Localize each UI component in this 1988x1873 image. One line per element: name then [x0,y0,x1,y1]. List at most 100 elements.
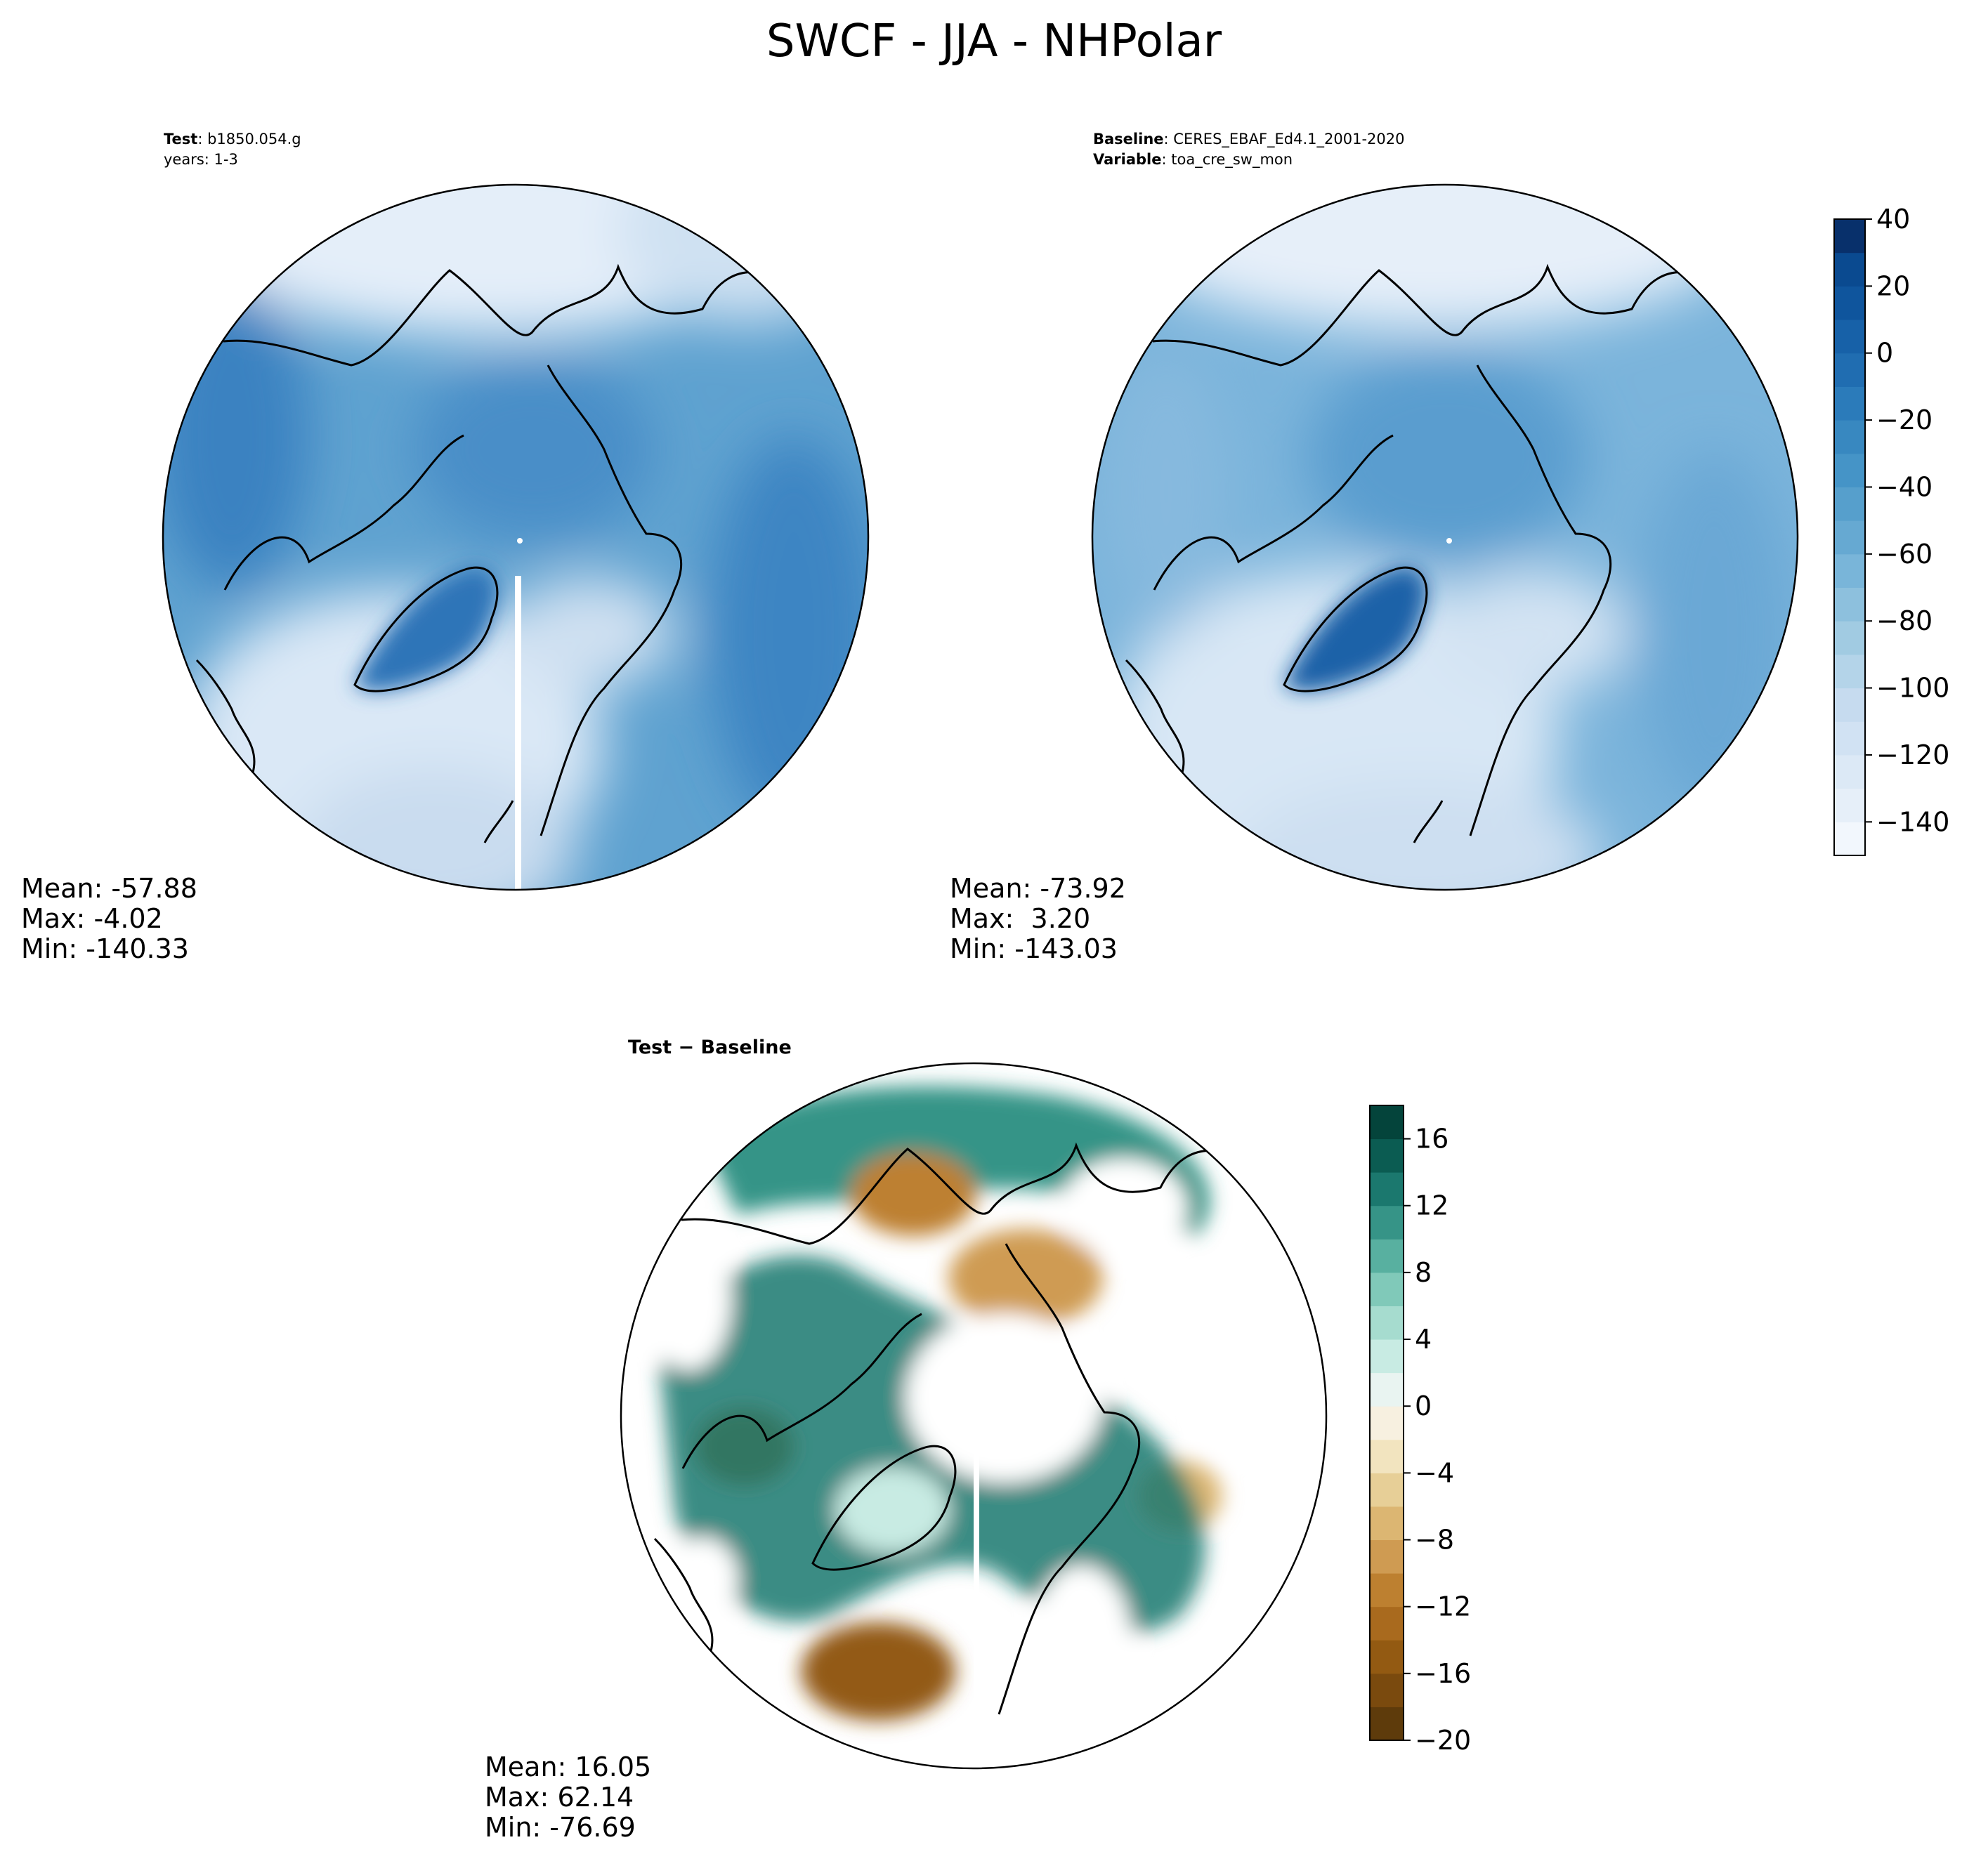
colorbar-main-band [1834,219,1865,254]
test-header-label: Test [164,131,197,147]
colorbar-main-band [1834,754,1865,789]
colorbar-diff-band [1370,1673,1404,1707]
colorbar-diff-band [1370,1406,1404,1440]
baseline-map-frame [1091,183,1799,891]
colorbar-diff-band [1370,1573,1404,1608]
test-map-greenland [355,567,497,692]
colorbar-main-band [1834,788,1865,822]
test-map-coastlines [195,263,766,843]
colorbar-diff-band [1370,1105,1404,1140]
baseline-field-north-light [1117,185,1749,330]
test-stats: Mean: -57.88 Max: -4.02 Min: -140.33 [21,873,197,964]
baseline-variable-label: Variable [1093,151,1161,168]
colorbar-main-band [1834,688,1865,722]
baseline-field-south-light [1236,780,1602,890]
test-map-field [163,185,868,890]
diff-field-north-brown [850,1152,976,1236]
baseline-variable-value: toa_cre_sw_mon [1171,151,1293,169]
colorbar-diff-band [1370,1606,1404,1641]
colorbar-diff-band [1370,1272,1404,1306]
diff-stat-mean: Mean: 16.05 [485,1752,651,1782]
colorbar-diff-tick-label: −8 [1415,1525,1454,1556]
diff-field-ne-white [1061,1159,1187,1257]
colorbar-diff-tick-label: 4 [1415,1324,1432,1355]
colorbar-main-tick-label: −80 [1876,605,1933,636]
diff-field-pole-white [906,1313,1103,1482]
baseline-map-coastlines [1125,263,1696,843]
colorbar-main-tick-label: −100 [1876,673,1949,704]
test-field-arctic-mid [414,358,653,541]
test-field-east-dark [709,435,868,829]
baseline-header: Baseline: CERES_EBAF_Ed4.1_2001-2020 [1093,131,1404,148]
colorbar-diff-band [1370,1339,1404,1374]
colorbar-main-tick-label: −60 [1876,539,1933,570]
colorbar-main-band [1834,587,1865,622]
baseline-field-west-mid [1103,351,1229,632]
diff-map-field [646,1086,1279,1721]
test-panel: Test: b1850.054.g years: 1-3 [21,131,870,964]
test-stat-min: Min: -140.33 [21,933,189,964]
colorbar-main-band [1834,487,1865,521]
colorbar-main-tick-label: −120 [1876,740,1949,770]
diff-stat-min: Min: -76.69 [485,1812,636,1843]
diff-map-coastlines [653,1142,1224,1715]
colorbar-main-frame [1833,218,1866,856]
colorbar-main-band [1834,520,1865,555]
test-map-missing-strip [515,576,521,890]
baseline-stat-mean: Mean: -73.92 [950,873,1126,904]
diff-stat-max: Max: 62.14 [485,1782,634,1813]
colorbar-diff-band [1370,1473,1404,1507]
colorbar-diff-tick-label: 8 [1415,1257,1432,1288]
colorbar-main-tick-label: 40 [1876,204,1910,235]
baseline-stat-max: Max: 3.20 [950,903,1090,934]
test-map-frame [162,183,870,891]
diff-field-south-brown [801,1622,955,1721]
colorbar-diff-band [1370,1138,1404,1173]
test-header-separator: : [197,131,207,147]
baseline-header-label: Baseline [1093,131,1164,147]
baseline-variable-separator: : [1161,151,1171,168]
baseline-header-variable: Variable: toa_cre_sw_mon [1093,151,1293,169]
colorbar-diff-tick-label: 12 [1415,1190,1449,1221]
diff-map-missing-strip [974,1454,979,1768]
colorbar-diff-band [1370,1506,1404,1541]
diff-header: Test − Baseline [628,1037,792,1058]
diff-field-north-green [702,1086,1210,1236]
baseline-field-east-mid [1637,449,1791,815]
diff-field-east-white [1194,1299,1279,1454]
diff-field-se-white [1033,1566,1131,1721]
colorbar-main-band [1834,353,1865,387]
colorbar-diff-tick-label: −16 [1415,1658,1471,1689]
colorbar-main-band [1834,621,1865,655]
colorbar-diff-tick-label: 16 [1415,1124,1449,1155]
colorbar-main-tick-label: 20 [1876,270,1910,301]
baseline-stats: Mean: -73.92 Max: 3.20 Min: -143.03 [950,873,1126,964]
baseline-map [1092,185,1798,890]
colorbar-main-tick-label: −20 [1876,405,1933,435]
colorbar-diff-tick-label: 0 [1415,1391,1432,1421]
colorbar-main-band [1834,320,1865,354]
test-field-ne-light [618,185,868,323]
colorbar-diff-tick-label: −20 [1415,1725,1471,1756]
colorbar-diff-band [1370,1372,1404,1407]
baseline-header-separator: : [1164,131,1174,147]
test-map-pole [517,538,523,544]
colorbar-diff: 16 12 8 4 0 −4 −8 −12 −16 −20 [1369,1105,1471,1756]
test-stat-max: Max: -4.02 [21,903,163,934]
colorbar-main-tick-label: 0 [1876,338,1893,369]
diff-map-frame [620,1062,1328,1770]
colorbar-diff-band [1370,1707,1404,1741]
diff-map [621,1063,1326,1768]
test-map [163,185,868,890]
colorbar-main-tick-label: −40 [1876,471,1933,502]
figure-title: SWCF - JJA - NHPolar [766,15,1222,67]
colorbar-diff-band [1370,1172,1404,1207]
test-field-south-light [295,765,576,890]
colorbar-main-band [1834,252,1865,287]
test-header-years: years: 1-3 [164,151,238,168]
diff-field-sw-white [667,1538,738,1622]
colorbar-diff-frame [1369,1105,1404,1741]
test-stat-mean: Mean: -57.88 [21,873,197,904]
baseline-panel: Baseline: CERES_EBAF_Ed4.1_2001-2020 Var… [950,131,1949,964]
